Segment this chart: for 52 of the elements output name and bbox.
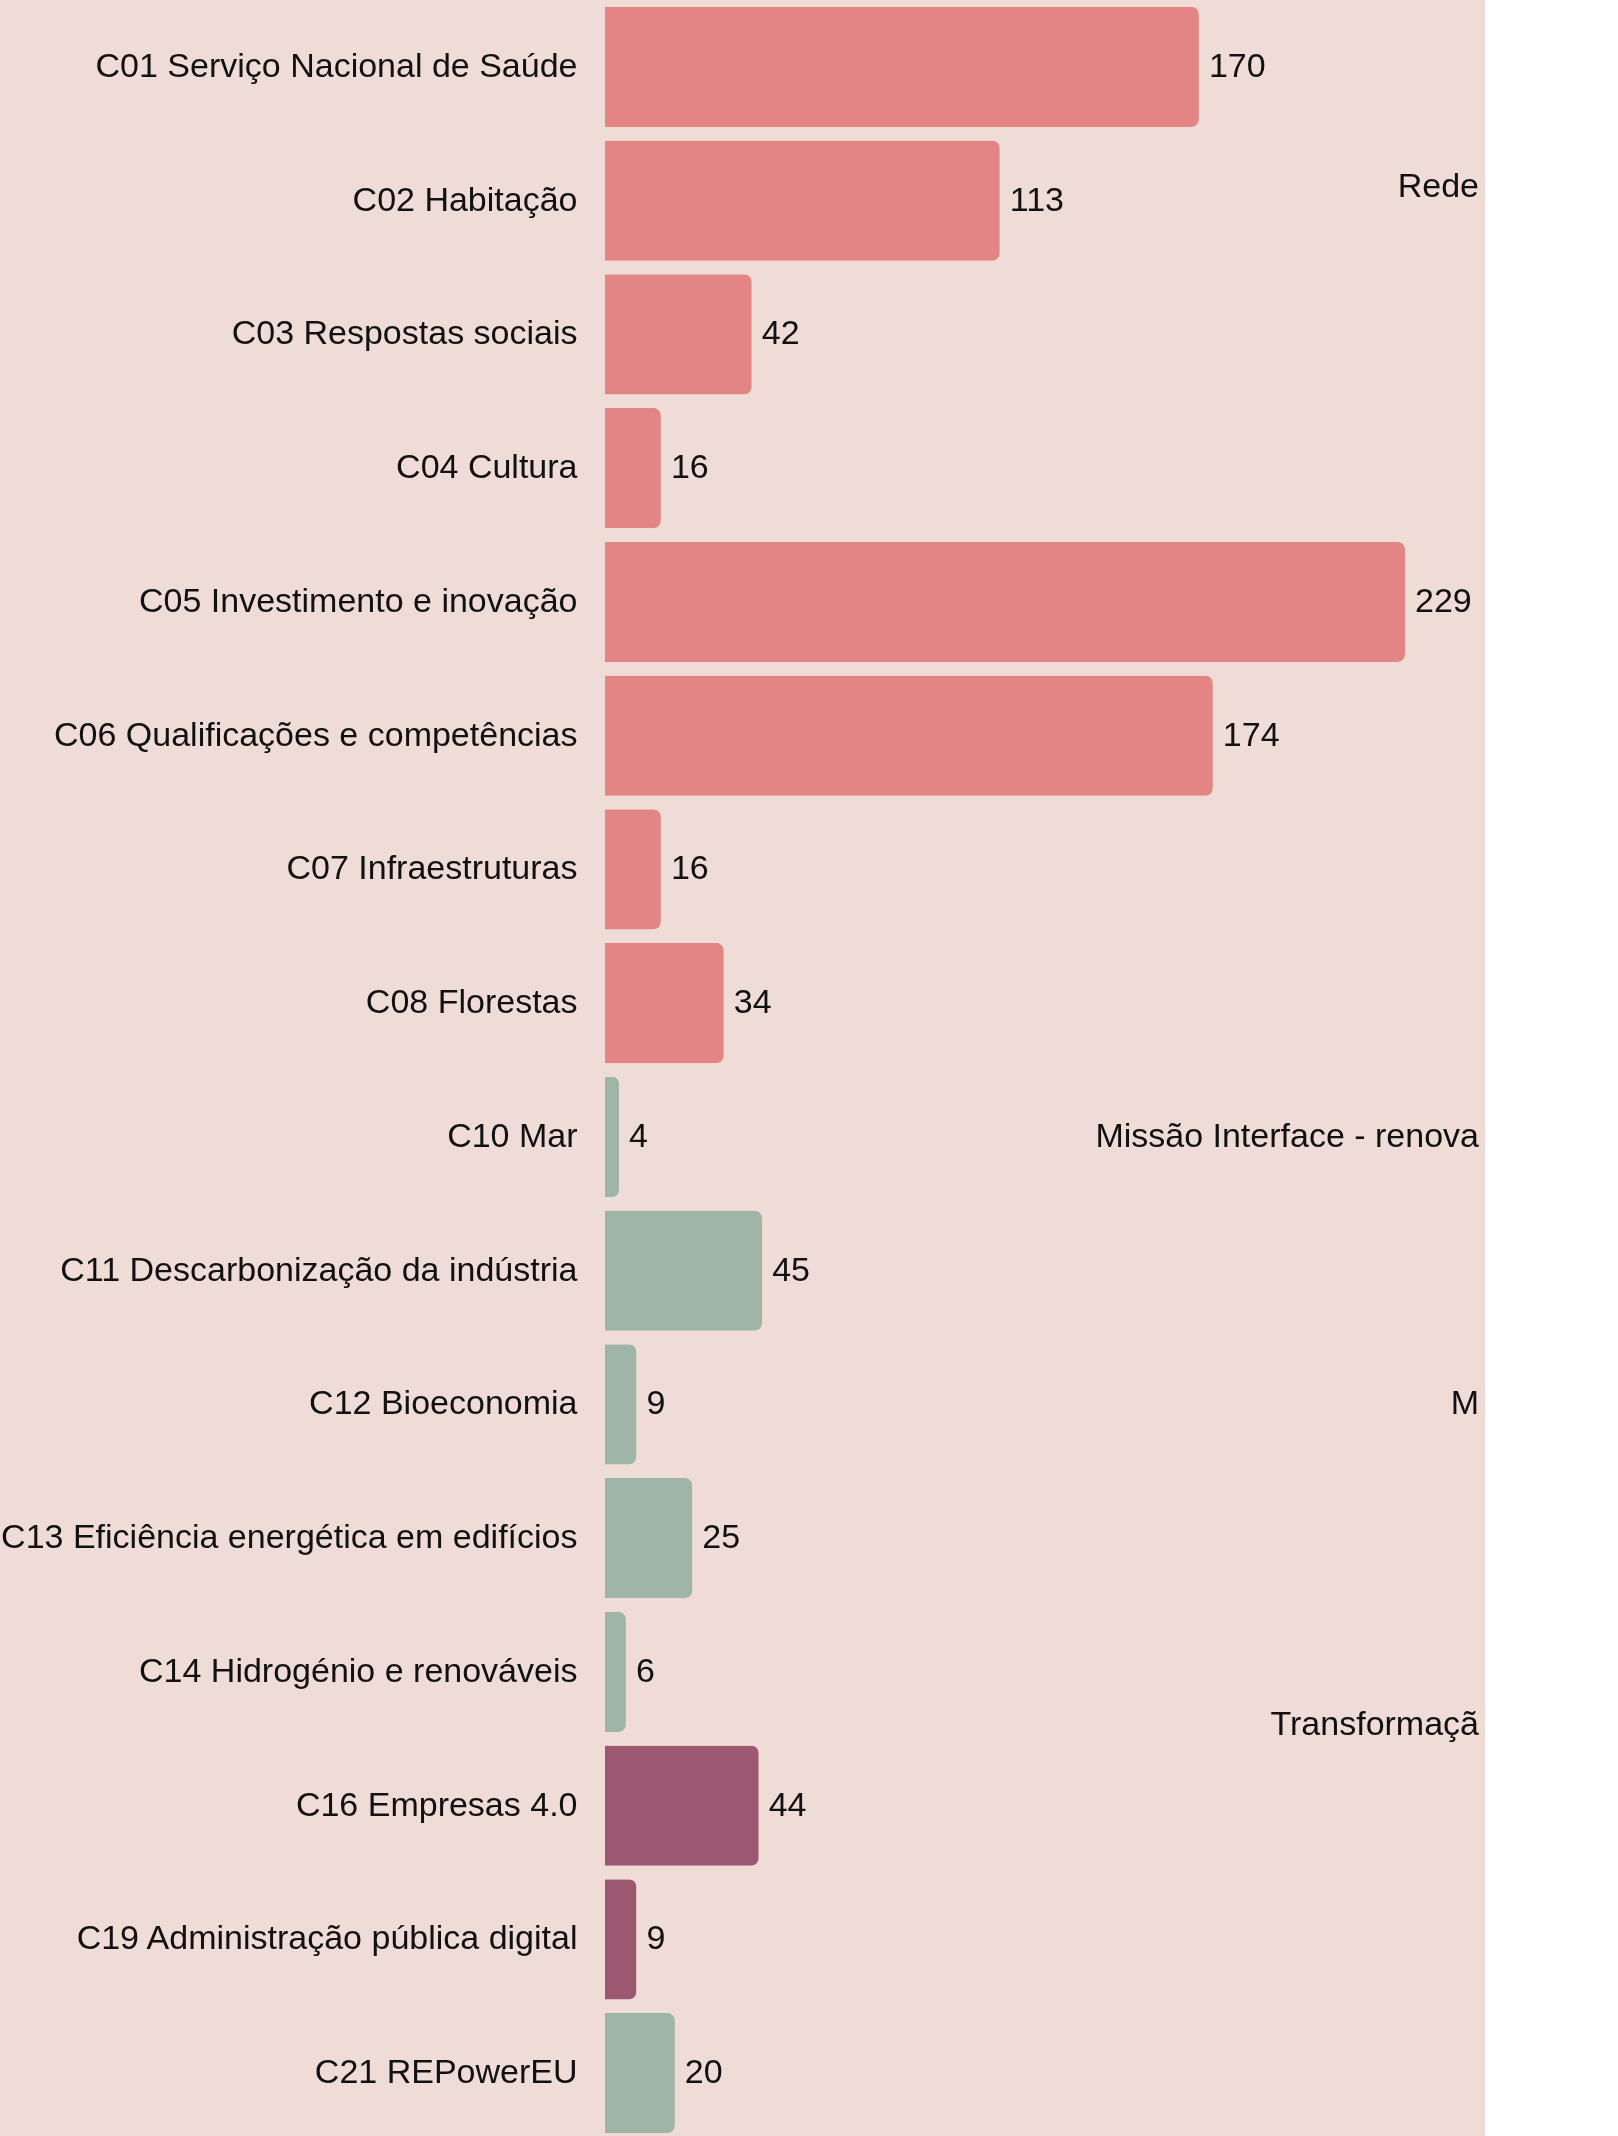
y-tick-label: C01 Serviço Nacional de Saúde xyxy=(95,45,578,84)
y-tick-label: C16 Empresas 4.0 xyxy=(295,1784,578,1823)
y-tick-label: C04 Cultura xyxy=(396,447,578,486)
bar xyxy=(605,1611,626,1733)
data-label: 6 xyxy=(635,1650,655,1689)
y-tick-label: C07 Infraestruturas xyxy=(286,848,578,887)
y-tick-label: C06 Qualificações e competências xyxy=(54,714,578,753)
text: M xyxy=(1450,1383,1479,1422)
annotation: Rede xyxy=(1397,166,1479,205)
bar xyxy=(605,6,1199,128)
data-label: 34 xyxy=(733,982,772,1021)
bar xyxy=(605,1210,763,1331)
data-label: 170 xyxy=(1208,45,1266,84)
bar xyxy=(605,1879,637,2000)
y-tick-label: C03 Respostas sociais xyxy=(231,313,578,352)
y-tick-label: C19 Administração pública digital xyxy=(76,1918,578,1957)
y-tick-label: C05 Investimento e inovação xyxy=(139,580,578,619)
bar xyxy=(605,1076,619,1198)
y-tick-label: C10 Mar xyxy=(447,1115,578,1154)
y-tick-label: C12 Bioeconomia xyxy=(309,1383,578,1422)
data-label: 9 xyxy=(646,1918,666,1957)
bar xyxy=(605,140,1000,261)
bar xyxy=(605,1344,637,1465)
data-label: 229 xyxy=(1415,580,1472,619)
annotation: Transformaçã xyxy=(1270,1704,1480,1743)
y-tick-label: C13 Eficiência energética em edifícios xyxy=(1,1517,578,1556)
data-label: 44 xyxy=(768,1784,807,1823)
data-label: 174 xyxy=(1222,714,1280,753)
data-label: 45 xyxy=(772,1249,811,1288)
data-label: 25 xyxy=(702,1517,741,1556)
bar xyxy=(605,942,724,1064)
data-label: 113 xyxy=(1009,179,1064,218)
data-label: 4 xyxy=(628,1115,648,1154)
bar xyxy=(605,675,1213,796)
bar xyxy=(605,2012,675,2134)
bar xyxy=(605,274,752,395)
y-tick-label: C14 Hidrogénio e renováveis xyxy=(139,1650,578,1689)
bar xyxy=(605,1745,759,1866)
data-label: 9 xyxy=(646,1383,666,1422)
data-label: 42 xyxy=(761,313,800,352)
y-tick-label: C02 Habitação xyxy=(352,179,578,218)
annotation: Missão Interface - renova xyxy=(1095,1115,1480,1154)
data-label: 16 xyxy=(670,447,709,486)
y-tick-label: C21 REPowerEU xyxy=(314,2052,578,2091)
data-label: 20 xyxy=(684,2052,723,2091)
bar xyxy=(605,809,661,930)
bar xyxy=(605,407,661,529)
y-tick-label: C08 Florestas xyxy=(365,982,578,1021)
bar xyxy=(605,1477,693,1599)
y-tick-label: C11 Descarbonização da indústria xyxy=(60,1249,578,1288)
data-label: 16 xyxy=(670,848,709,887)
bar xyxy=(605,541,1405,663)
